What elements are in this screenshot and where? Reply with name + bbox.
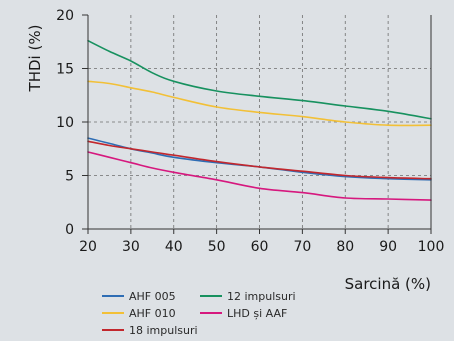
- x-tick-label-100: 100: [418, 239, 445, 255]
- legend-label-18-impulsuri: 18 impulsuri: [129, 324, 198, 337]
- x-tick-label-40: 40: [165, 239, 183, 255]
- legend-label-lhd-i-aaf: LHD și AAF: [227, 307, 287, 320]
- x-tick-label-80: 80: [336, 239, 354, 255]
- grid-lines: [88, 15, 431, 229]
- y-tick-label-15: 15: [56, 62, 74, 78]
- axes: [82, 14, 432, 234]
- x-tick-label-60: 60: [251, 239, 269, 255]
- series-line-lhd-i-aaf: [87, 151, 432, 201]
- legend-label-ahf-005: AHF 005: [129, 290, 176, 303]
- series-line-18-impulsuri: [87, 140, 432, 180]
- x-tick-label-20: 20: [79, 239, 97, 255]
- legend-label-12-impulsuri: 12 impulsuri: [227, 290, 296, 303]
- legend: AHF 005 AHF 010 18 impulsuri 12 impulsuri LH…: [102, 290, 296, 337]
- y-tick-label-10: 10: [56, 115, 74, 131]
- y-axis-label: THDi (%): [26, 25, 44, 93]
- series-line-ahf-010: [87, 80, 432, 127]
- legend-label-ahf-010: AHF 010: [129, 307, 176, 320]
- y-tick-label-5: 5: [65, 169, 74, 185]
- series-line-12-impulsuri: [87, 39, 432, 120]
- x-tick-label-70: 70: [293, 239, 311, 255]
- x-tick-label-50: 50: [208, 239, 226, 255]
- x-tick-label-90: 90: [379, 239, 397, 255]
- series-lines: [87, 39, 432, 201]
- y-tick-label-20: 20: [56, 8, 74, 24]
- x-tick-label-30: 30: [122, 239, 140, 255]
- y-tick-label-0: 0: [65, 222, 74, 238]
- x-axis-label: Sarcină (%): [345, 275, 431, 293]
- tick-labels: 0 5 10 15 20 20 30 40 50 60 70 80 90 100: [56, 8, 444, 255]
